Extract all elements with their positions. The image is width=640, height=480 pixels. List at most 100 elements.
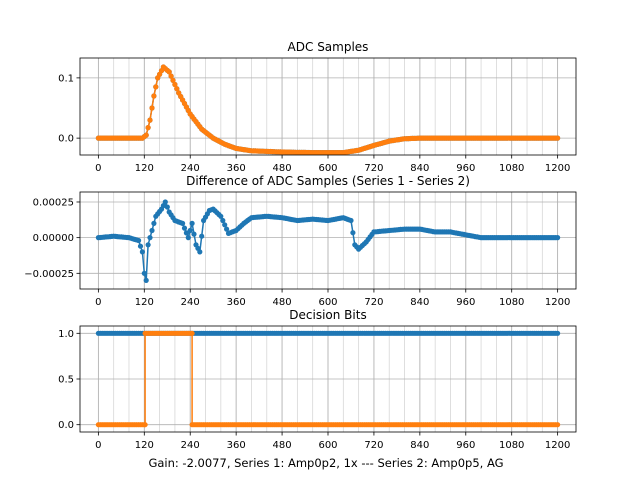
x-tick-label: 1080 bbox=[499, 440, 524, 451]
data-point bbox=[350, 230, 356, 236]
data-point bbox=[149, 227, 155, 234]
data-point bbox=[143, 277, 149, 283]
x-tick-label: 1200 bbox=[545, 297, 570, 308]
x-tick-label: 1080 bbox=[499, 297, 524, 308]
difference-plot bbox=[95, 199, 561, 283]
adc-samples-panel: 0 120 240 360 480 600 720 840 960 1080 12000.00.1 … bbox=[58, 40, 577, 174]
data-point bbox=[141, 270, 147, 276]
data-point bbox=[185, 235, 191, 241]
difference-grid bbox=[80, 192, 576, 289]
y-tick-label: 0.1 bbox=[58, 73, 74, 84]
x-tick-label: 360 bbox=[227, 297, 246, 308]
x-tick-label: 0 bbox=[95, 297, 101, 308]
x-tick-label: 0 bbox=[95, 163, 101, 174]
decision-bits-grid bbox=[80, 326, 576, 432]
data-point bbox=[147, 235, 153, 241]
series-markers-2 bbox=[95, 330, 561, 428]
x-tick-label: 600 bbox=[318, 163, 337, 174]
decision-bits-panel: 0 120 240 360 480 600 720 840 960 1080 1200 0.0 0.5 1… bbox=[58, 308, 577, 451]
data-point bbox=[181, 225, 188, 231]
data-point bbox=[218, 213, 224, 219]
data-point bbox=[137, 243, 144, 249]
x-tick-label: 120 bbox=[135, 440, 154, 451]
x-tick-label: 240 bbox=[181, 440, 200, 451]
x-tick-label: 1200 bbox=[545, 163, 570, 174]
difference-panel: 0 120 240 360 480 600 720 840 960 1080 1200 −0.0002… bbox=[24, 174, 577, 308]
data-point bbox=[164, 204, 170, 210]
data-point bbox=[168, 73, 174, 79]
x-tick-label: 600 bbox=[318, 440, 337, 451]
data-point bbox=[139, 249, 145, 255]
difference-title: Difference of ADC Samples (Series 1 - Se… bbox=[186, 174, 470, 188]
data-point bbox=[166, 69, 172, 75]
decision-bits-ticks: 0 120 240 360 480 600 720 840 960 1080 1200 0.0 0.5 1… bbox=[58, 329, 570, 451]
x-tick-label: 840 bbox=[410, 163, 429, 174]
data-point bbox=[162, 199, 168, 205]
y-tick-label: 0.5 bbox=[58, 375, 74, 386]
series-markers-1 bbox=[95, 199, 561, 283]
x-tick-label: 1080 bbox=[499, 163, 524, 174]
y-tick-label: 1.0 bbox=[58, 329, 74, 340]
data-point bbox=[151, 93, 157, 99]
y-tick-label: 0.00025 bbox=[33, 197, 74, 208]
y-tick-label: 0.0 bbox=[58, 420, 74, 431]
x-tick-label: 480 bbox=[273, 440, 292, 451]
data-point bbox=[555, 422, 561, 428]
x-tick-label: 960 bbox=[456, 163, 475, 174]
data-point bbox=[147, 117, 153, 123]
data-point bbox=[555, 235, 561, 241]
data-point bbox=[197, 249, 203, 255]
data-point bbox=[187, 227, 193, 234]
x-tick-label: 1200 bbox=[545, 440, 570, 451]
series-markers-2 bbox=[95, 64, 561, 155]
data-point bbox=[145, 125, 151, 131]
x-tick-label: 240 bbox=[181, 163, 200, 174]
decision-bits-title: Decision Bits bbox=[289, 308, 366, 322]
data-point bbox=[224, 226, 230, 232]
data-point bbox=[183, 230, 189, 236]
x-tick-label: 360 bbox=[227, 163, 246, 174]
x-tick-label: 960 bbox=[456, 297, 475, 308]
y-tick-label: 0.00000 bbox=[33, 233, 74, 244]
data-point bbox=[151, 220, 157, 226]
y-tick-label: 0.0 bbox=[58, 134, 74, 145]
data-point bbox=[191, 231, 197, 237]
x-tick-label: 720 bbox=[364, 440, 383, 451]
data-point bbox=[199, 233, 205, 239]
x-tick-label: 240 bbox=[181, 297, 200, 308]
data-point bbox=[145, 242, 151, 248]
adc-samples-plot bbox=[95, 64, 561, 155]
data-point bbox=[189, 220, 195, 226]
data-point bbox=[170, 77, 176, 83]
difference-ticks: 0 120 240 360 480 600 720 840 960 1080 1200 −0.0002… bbox=[24, 197, 570, 308]
x-tick-label: 120 bbox=[135, 163, 154, 174]
data-point bbox=[180, 220, 186, 226]
x-tick-label: 720 bbox=[364, 163, 383, 174]
x-tick-label: 840 bbox=[410, 440, 429, 451]
data-point bbox=[189, 330, 195, 336]
data-point bbox=[149, 105, 155, 111]
data-point bbox=[136, 237, 142, 244]
x-tick-label: 120 bbox=[135, 297, 154, 308]
x-tick-label: 0 bbox=[95, 440, 101, 451]
data-point bbox=[143, 132, 149, 138]
x-tick-label: 360 bbox=[227, 440, 246, 451]
x-tick-label: 720 bbox=[364, 297, 383, 308]
x-tick-label: 480 bbox=[273, 163, 292, 174]
adc-samples-title: ADC Samples bbox=[288, 40, 369, 54]
x-tick-label: 960 bbox=[456, 440, 475, 451]
data-point bbox=[222, 222, 228, 228]
x-axis-label: Gain: -2.0077, Series 1: Amp0p2, 1x --- … bbox=[148, 456, 503, 470]
data-point bbox=[172, 81, 178, 88]
data-point bbox=[555, 135, 561, 141]
adc-samples-ticks: 0 120 240 360 480 600 720 840 960 1080 1200 0.0 0.1 bbox=[58, 73, 570, 174]
x-tick-label: 480 bbox=[273, 297, 292, 308]
x-tick-label: 600 bbox=[318, 297, 337, 308]
data-point bbox=[555, 330, 561, 336]
x-tick-label: 840 bbox=[410, 297, 429, 308]
data-point bbox=[348, 217, 354, 224]
data-point bbox=[142, 422, 148, 428]
data-point bbox=[220, 217, 226, 224]
data-point bbox=[174, 86, 180, 92]
